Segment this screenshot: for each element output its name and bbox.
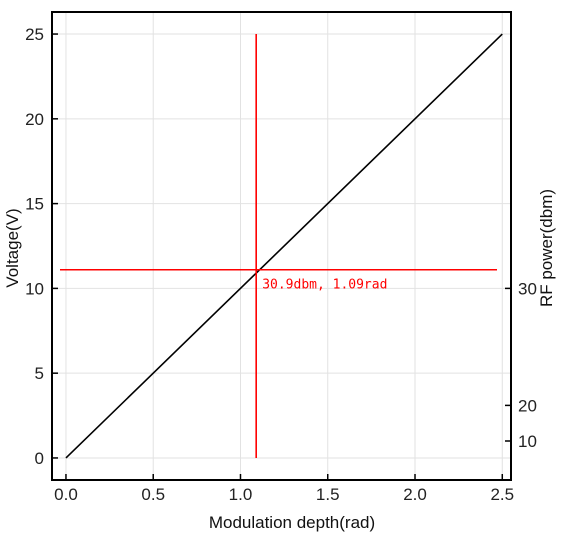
y2-axis-label: RF power(dbm)	[537, 189, 556, 307]
y-tick-label: 5	[35, 364, 44, 383]
x-axis-ticks: 0.0 0.5 1.0 1.5 2.0 2.5	[54, 474, 514, 504]
y2-tick-label: 20	[518, 396, 537, 415]
y2-axis-ticks: 30 20 10	[505, 279, 537, 451]
y-tick-label: 0	[35, 449, 44, 468]
series-layer	[65, 33, 503, 459]
x-tick-label: 1.5	[316, 485, 340, 504]
crosshair: 30.9dbm, 1.09rad	[60, 34, 497, 458]
y-axis-label: Voltage(V)	[3, 208, 22, 287]
y-tick-label: 20	[25, 110, 44, 129]
y-axis-ticks: 0 5 10 15 20 25	[25, 25, 58, 468]
x-tick-label: 2.5	[490, 485, 514, 504]
y-tick-label: 10	[25, 279, 44, 298]
y-tick-label: 25	[25, 25, 44, 44]
x-tick-label: 0.5	[141, 485, 165, 504]
grid	[52, 12, 511, 480]
x-axis-label: Modulation depth(rad)	[209, 513, 375, 532]
x-tick-label: 2.0	[403, 485, 427, 504]
y2-tick-label: 30	[518, 279, 537, 298]
series-line	[65, 33, 503, 459]
y2-tick-label: 10	[518, 432, 537, 451]
x-tick-label: 0.0	[54, 485, 78, 504]
plot-frame	[51, 11, 512, 481]
y-tick-label: 15	[25, 195, 44, 214]
x-tick-label: 1.0	[229, 485, 253, 504]
crosshair-annotation: 30.9dbm, 1.09rad	[262, 278, 387, 293]
